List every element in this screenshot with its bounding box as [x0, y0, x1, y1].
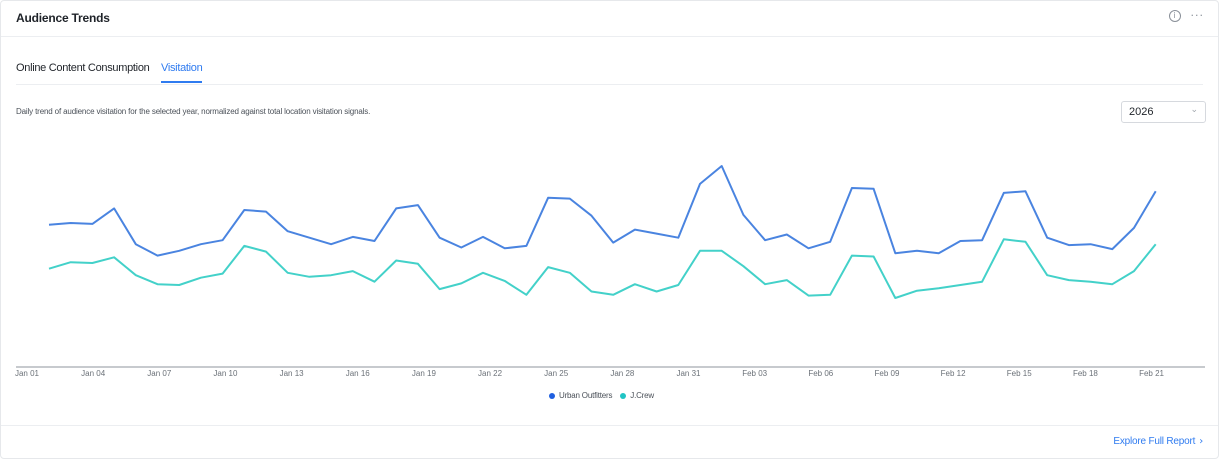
- x-tick-label: Feb 15: [1007, 369, 1032, 378]
- year-select-value: 2026: [1129, 106, 1154, 118]
- series-line-urban-outfitters[interactable]: [48, 165, 1157, 257]
- x-tick-label: Jan 22: [478, 369, 503, 378]
- x-tick-label: Feb 12: [941, 369, 966, 378]
- card-title: Audience Trends: [16, 11, 110, 25]
- x-tick-label: Jan 31: [676, 369, 701, 378]
- x-tick-label: Feb 21: [1139, 369, 1164, 378]
- x-tick-label: Jan 25: [544, 369, 569, 378]
- x-tick-label: Feb 06: [808, 369, 833, 378]
- more-horizontal-icon[interactable]: ···: [1190, 9, 1204, 22]
- chevron-right-icon: ›: [1199, 436, 1203, 447]
- chevron-down-icon: ⌄: [1190, 105, 1198, 115]
- legend-item-urban-outfitters[interactable]: Urban Outfitters: [549, 391, 612, 400]
- legend-label: Urban Outfitters: [559, 391, 613, 400]
- x-tick-label: Jan 16: [346, 369, 371, 378]
- series-layer: [48, 165, 1157, 299]
- x-tick-label: Jan 07: [147, 369, 172, 378]
- series-line-j-crew[interactable]: [48, 238, 1157, 299]
- chart-description: Daily trend of audience visitation for t…: [16, 107, 371, 116]
- tab-visitation[interactable]: Visitation: [161, 62, 203, 83]
- legend-label: J.Crew: [630, 391, 654, 400]
- legend-dot-urban-outfitters: [549, 392, 555, 399]
- explore-link-label: Explore Full Report: [1113, 436, 1196, 447]
- chart-legend: Urban Outfitters J.Crew: [549, 391, 654, 400]
- card-header: Audience Trends i ···: [1, 1, 1218, 37]
- x-tick-label: Feb 03: [742, 369, 767, 378]
- card-footer: Explore Full Report ›: [1, 425, 1218, 460]
- x-tick-label: Jan 04: [81, 369, 106, 378]
- header-actions: i ···: [1168, 9, 1205, 22]
- info-icon[interactable]: i: [1168, 10, 1181, 22]
- tab-online-content-consumption[interactable]: Online Content Consumption: [16, 62, 150, 74]
- x-tick-label: Jan 19: [412, 369, 437, 378]
- x-axis-ticks: Jan 01 Jan 04 Jan 07 Jan 10 Jan 13 Jan 16 Jan …: [15, 369, 1165, 378]
- x-tick-label: Feb 18: [1073, 369, 1098, 378]
- x-tick-label: Jan 01: [15, 369, 40, 378]
- x-tick-label: Feb 09: [874, 369, 899, 378]
- year-select[interactable]: 2026 ⌄: [1121, 101, 1206, 123]
- tab-bar: Online Content Consumption Visitation: [16, 56, 1203, 85]
- legend-dot-jcrew: [620, 392, 627, 399]
- legend-item-jcrew[interactable]: J.Crew: [620, 391, 654, 400]
- line-chart: Jan 01 Jan 04 Jan 07 Jan 10 Jan 13 Jan 16 Jan …: [15, 165, 1205, 378]
- x-tick-label: Jan 10: [213, 369, 238, 378]
- x-tick-label: Jan 28: [610, 369, 635, 378]
- explore-full-report-link[interactable]: Explore Full Report ›: [1113, 436, 1203, 447]
- x-tick-label: Jan 13: [280, 369, 305, 378]
